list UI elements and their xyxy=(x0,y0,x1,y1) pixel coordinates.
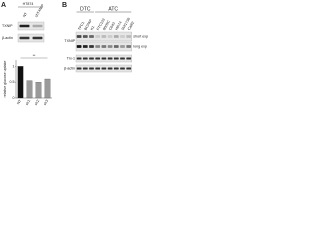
y-tick-label: 1 xyxy=(13,64,15,68)
band xyxy=(101,35,107,38)
group-label: DTC xyxy=(80,6,91,12)
band xyxy=(89,57,94,60)
x-tick-label: sh3 xyxy=(43,99,49,106)
band xyxy=(95,35,101,38)
cell-line: HT874 xyxy=(23,2,34,6)
band xyxy=(113,57,119,60)
lane-label: 8505C xyxy=(102,19,111,31)
band xyxy=(76,57,82,60)
band xyxy=(107,67,113,70)
band xyxy=(126,35,132,38)
bar xyxy=(17,66,24,99)
lane-label: Hth74 xyxy=(115,21,123,31)
lane-label: K1 xyxy=(90,25,96,31)
band xyxy=(120,35,125,38)
lane-label: SW1736 xyxy=(121,17,131,31)
lane-label: C643 xyxy=(108,22,116,31)
band xyxy=(95,67,101,70)
y-axis-label: relative glucose uptake xyxy=(3,61,7,98)
bar xyxy=(26,80,33,99)
band xyxy=(89,35,94,38)
band xyxy=(101,57,107,60)
annotation: ** xyxy=(33,54,36,58)
row-label: Trx-1 xyxy=(67,56,75,60)
band xyxy=(107,57,113,60)
lane-label: FTC133 xyxy=(96,18,106,31)
exposure-label: short exp xyxy=(133,34,148,38)
band xyxy=(101,45,107,48)
band xyxy=(82,57,88,60)
band xyxy=(101,67,107,70)
x-tick-label: sh2 xyxy=(34,99,40,106)
band xyxy=(32,36,43,40)
row-label: TXNIP xyxy=(2,24,13,28)
group-label: ATC xyxy=(108,6,118,12)
figure: A HT874 B NT shTXNIP TXNIP β-actin relative … xyxy=(1,2,148,106)
lane-label: BCPAP xyxy=(84,18,94,31)
band xyxy=(76,67,82,70)
band xyxy=(82,67,88,70)
band xyxy=(113,45,119,48)
band xyxy=(113,67,119,70)
lane-label: Cal62 xyxy=(127,21,135,31)
band xyxy=(126,67,132,70)
band xyxy=(120,45,125,48)
band xyxy=(107,35,113,38)
bar xyxy=(35,82,42,99)
band xyxy=(89,67,94,70)
row-label: β-actin xyxy=(64,66,75,70)
band xyxy=(120,67,125,70)
y-tick-label: 0.5 xyxy=(10,80,15,84)
band xyxy=(19,24,30,28)
panel-label: A xyxy=(1,2,6,9)
band xyxy=(82,35,88,38)
lane-label: shTXNIP xyxy=(34,3,45,18)
band xyxy=(76,35,82,38)
lane-label: TPC1 xyxy=(77,21,85,31)
x-tick-label: sh1 xyxy=(25,99,31,106)
band xyxy=(120,57,125,60)
bar xyxy=(44,78,51,99)
blot xyxy=(17,33,45,43)
lane-label: NT xyxy=(22,11,28,18)
panel-label: B xyxy=(62,2,67,9)
band xyxy=(82,45,88,48)
band xyxy=(107,45,113,48)
row-label: TXNIP xyxy=(64,39,75,43)
band xyxy=(32,24,43,28)
y-tick-label: 0 xyxy=(13,96,15,100)
band xyxy=(126,57,132,60)
band xyxy=(89,45,94,48)
band xyxy=(19,36,30,40)
exposure-label: long exp xyxy=(133,44,147,48)
blot xyxy=(17,21,45,31)
band xyxy=(95,57,101,60)
band xyxy=(126,45,132,48)
row-label: β-actin xyxy=(2,36,13,40)
band xyxy=(76,45,82,48)
band xyxy=(113,35,119,38)
band xyxy=(95,45,101,48)
x-tick-label: NT xyxy=(16,98,22,105)
